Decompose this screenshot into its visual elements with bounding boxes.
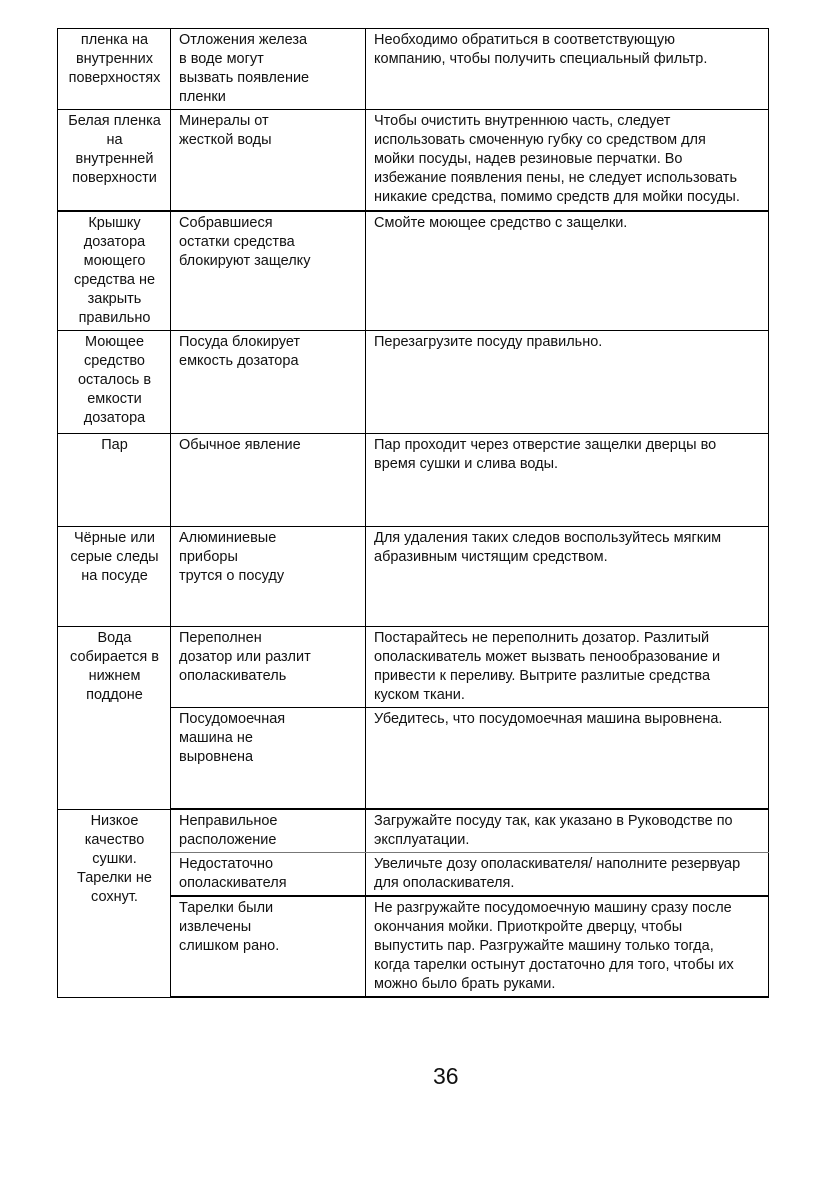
cause-cell: Тарелки были извлечены слишком рано. <box>170 895 366 998</box>
solution-cell: Смойте моющее средство с защелки. <box>365 210 769 331</box>
problem-cell: Белая пленка на внутренней поверхности <box>57 109 171 212</box>
problem-cell: Вода собирается в нижнем поддоне <box>57 625 171 810</box>
problem-cell: Моющее средство осталось в емкости дозат… <box>57 329 171 434</box>
cause-cell: Алюминиевые приборы трутся о посуду <box>170 525 366 627</box>
page-number: 36 <box>433 1063 459 1089</box>
table-row: Крышку дозатора моющего средства не закр… <box>57 210 769 331</box>
solution-cell: Не разгружайте посудомоечную машину сраз… <box>365 895 769 998</box>
cause-cell: Посудомоечная машина не выровнена <box>170 706 366 810</box>
solution-cell: Увеличьте дозу ополаскивателя/ наполните… <box>365 852 769 897</box>
table-row: Моющее средство осталось в емкости дозат… <box>57 329 769 434</box>
cause-cell: Недостаточно ополаскивателя <box>170 852 366 897</box>
cause-cell: Неправильное расположение <box>170 808 366 853</box>
table-row: Вода собирается в нижнем поддоне Перепол… <box>57 625 769 810</box>
solution-cell: Для удаления таких следов воспользуйтесь… <box>365 525 769 627</box>
table-row: Пар Обычное явление Пар проходит через о… <box>57 432 769 527</box>
cause-cell: Отложения железа в воде могут вызвать по… <box>170 28 366 110</box>
solution-cell: Необходимо обратиться в соответствующую … <box>365 28 769 110</box>
solution-cell: Убедитесь, что посудомоечная машина выро… <box>365 706 769 810</box>
table-row: пленка на внутренних поверхностях Отложе… <box>57 28 769 110</box>
problem-cell: Низкое качество сушки. Тарелки не сохнут… <box>57 808 171 998</box>
cause-cell: Обычное явление <box>170 432 366 527</box>
solution-cell: Чтобы очистить внутреннюю часть, следует… <box>365 109 769 212</box>
cause-cell: Минералы от жесткой воды <box>170 109 366 212</box>
problem-cell: Крышку дозатора моющего средства не закр… <box>57 210 171 331</box>
table-row: Белая пленка на внутренней поверхности М… <box>57 109 769 212</box>
table-row: Посудомоечная машина не выровнена Убедит… <box>58 706 769 810</box>
problem-cell: Пар <box>57 432 171 527</box>
cause-cell: Посуда блокирует емкость дозатора <box>170 329 366 434</box>
table-row: Низкое качество сушки. Тарелки не сохнут… <box>57 808 769 998</box>
problem-cell: Чёрные или серые следы на посуде <box>57 525 171 627</box>
solution-cell: Пар проходит через отверстие защелки две… <box>365 432 769 527</box>
cause-cell: Переполнен дозатор или разлит ополаскива… <box>170 625 366 708</box>
solution-cell: Постарайтесь не переполнить дозатор. Раз… <box>365 625 769 708</box>
problem-cell: пленка на внутренних поверхностях <box>57 28 171 110</box>
solution-cell: Загружайте посуду так, как указано в Рук… <box>365 808 769 853</box>
solution-cell: Перезагрузите посуду правильно. <box>365 329 769 434</box>
troubleshooting-table: пленка на внутренних поверхностях Отложе… <box>57 28 769 998</box>
cause-cell: Собравшиеся остатки средства блокируют з… <box>170 210 366 331</box>
table-row: Недостаточно ополаскивателя Увеличьте до… <box>58 852 769 897</box>
table-row: Чёрные или серые следы на посуде Алюмини… <box>57 525 769 627</box>
table-row: Тарелки были извлечены слишком рано. Не … <box>58 895 769 998</box>
